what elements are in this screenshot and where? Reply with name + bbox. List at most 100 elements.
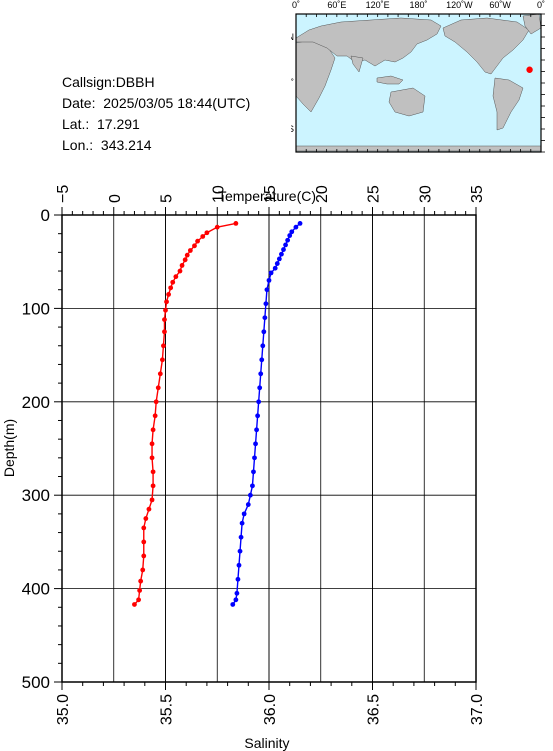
horizontal-grid (62, 307, 476, 589)
depth-tick-label: 200 (22, 393, 50, 412)
salinity-data-point (263, 301, 269, 307)
salinity-data-point (274, 261, 280, 266)
temperature-data-point (153, 399, 159, 405)
salinity-tick-label: 37.0 (469, 694, 486, 725)
indonesia-landmass (376, 75, 404, 85)
salinity-data-point (235, 576, 241, 582)
salinity-data-point (268, 270, 274, 276)
temperature-data-point (162, 317, 167, 323)
temperature-axis-title: Temperature(C) (218, 188, 316, 204)
temperature-data-point (141, 539, 147, 545)
temperature-data-point (157, 371, 163, 377)
temperature-tick-label: 35 (469, 185, 486, 203)
temperature-data-point (149, 441, 155, 447)
india-landmass (350, 55, 364, 73)
salinity-data-point (276, 256, 282, 262)
depth-tick-labels: 0 100 200 300 400 500 (22, 206, 50, 692)
temperature-data-point (187, 248, 193, 253)
salinity-data-point (252, 455, 257, 461)
north-america-landmass (442, 17, 530, 75)
salinity-data-point (259, 357, 265, 363)
latitude-label: Lat.: 17.291 (62, 116, 140, 132)
temperature-data-point (141, 525, 147, 531)
salinity-tick-label: 35.0 (55, 694, 72, 725)
temperature-data-point (192, 243, 197, 249)
temperature-data-point (161, 343, 166, 349)
salinity-data-point (264, 287, 270, 293)
temperature-tick-label: 0 (107, 194, 124, 203)
salinity-data-point (255, 413, 261, 419)
depth-tick-label: 100 (22, 299, 50, 318)
temperature-data-point (214, 224, 220, 230)
salinity-data-point (230, 602, 236, 607)
salinity-data-point (287, 233, 293, 238)
eurasia-landmass (295, 17, 442, 67)
salinity-data-point (283, 242, 288, 248)
temperature-data-point (141, 553, 147, 559)
salinity-data-point (245, 502, 251, 507)
temperature-tick-label: −5 (55, 185, 72, 203)
temperature-data-point (163, 307, 168, 313)
temperature-profile-line (133, 222, 237, 605)
map-longitude-label: 60˚W (489, 0, 511, 10)
salinity-data-point (281, 247, 286, 252)
temperature-tick-label: 15 (262, 185, 279, 203)
temperature-tick-labels: −5 0 5 10 15 20 25 30 35 (55, 185, 486, 203)
temperature-data-point (179, 263, 185, 268)
salinity-data-point (234, 590, 240, 596)
map-frame (295, 13, 542, 153)
temperature-data-point (204, 230, 210, 236)
salinity-data-point (256, 399, 262, 405)
axis-ticks (54, 207, 477, 690)
salinity-data-point (254, 427, 259, 433)
depth-axis-title: Depth(m) (1, 419, 17, 477)
salinity-data-point (239, 520, 245, 526)
salinity-data-point (251, 469, 256, 475)
temperature-data-point (173, 274, 179, 280)
depth-tick-label: 300 (22, 486, 50, 505)
salinity-data-point (285, 237, 291, 243)
salinity-profile-line (232, 222, 301, 605)
map-latitude-label: 60˚S (291, 124, 294, 134)
salinity-data-point (260, 343, 266, 349)
temperature-data-point (143, 516, 149, 521)
map-longitude-labels: 0˚ 60˚E 120˚E 180˚ 120˚W 60˚W 0˚ (292, 0, 545, 10)
temperature-data-point (200, 234, 206, 239)
depth-tick-label: 0 (41, 206, 50, 225)
salinity-data-point (250, 483, 255, 489)
salinity-data-point (236, 562, 242, 568)
temperature-data-point (184, 252, 190, 258)
salinity-tick-label: 35.5 (159, 694, 176, 725)
date-label: Date: 2025/03/05 18:44(UTC) (62, 95, 251, 111)
map-longitude-label: 120˚W (446, 0, 473, 10)
temperature-data-point (177, 268, 183, 274)
vertical-grid (113, 215, 425, 682)
temperature-data-point (137, 588, 143, 593)
salinity-data-point (247, 492, 253, 498)
temperature-data-point (146, 506, 152, 512)
callsign-label: Callsign:DBBH (62, 74, 155, 90)
float-info-block: Callsign:DBBH Date: 2025/03/05 18:44(UTC… (62, 72, 250, 156)
map-longitude-label: 0˚ (537, 0, 545, 10)
temperature-data-point (155, 385, 161, 391)
temperature-data-point (182, 257, 188, 263)
salinity-data-point (238, 534, 244, 540)
map-longitude-label: 180˚ (409, 0, 427, 10)
south-america-landmass (492, 77, 524, 131)
salinity-tick-label: 36.5 (366, 694, 383, 725)
temperature-data-point (132, 602, 137, 607)
longitude-label: Lon.: 343.214 (62, 137, 152, 153)
salinity-data-point (241, 511, 247, 517)
float-location-marker (526, 66, 533, 73)
salinity-data-point (253, 441, 258, 447)
temperature-data-point (138, 578, 144, 584)
temperature-data-point (149, 497, 155, 503)
salinity-axis-title: Salinity (244, 735, 289, 751)
map-longitude-label: 120˚E (366, 0, 390, 10)
map-latitude-labels: 60˚N 0˚ 60˚S (291, 32, 294, 134)
map-land (295, 13, 542, 152)
map-latitude-label: 0˚ (291, 78, 294, 88)
temperature-data-point (162, 329, 167, 335)
temperature-tick-label: 5 (159, 194, 176, 203)
temperature-data-point (168, 285, 174, 291)
